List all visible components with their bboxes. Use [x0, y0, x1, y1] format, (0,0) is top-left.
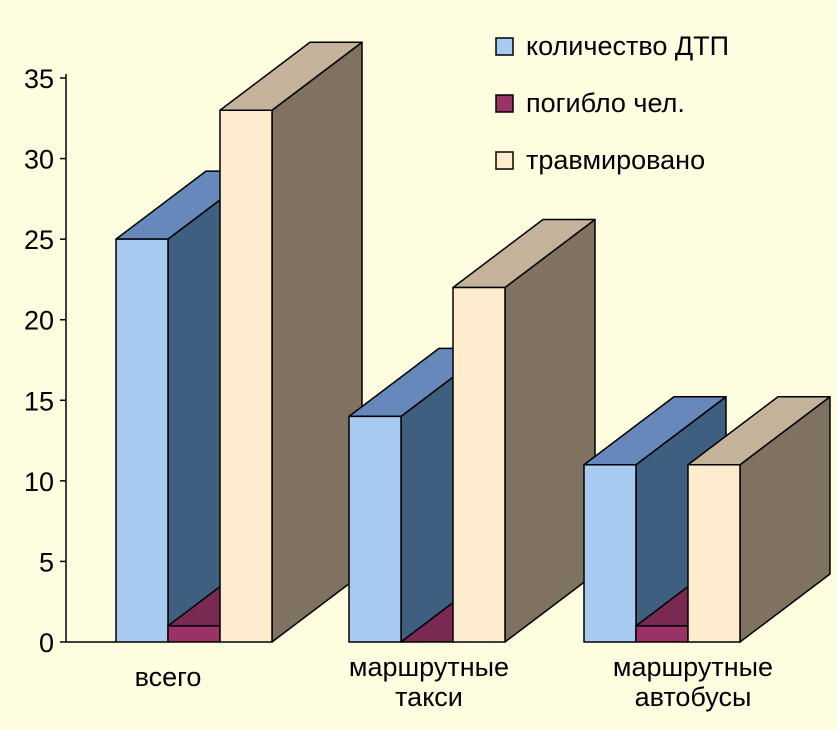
category-label: всего: [135, 662, 202, 692]
category-label: маршрутные: [349, 652, 509, 682]
bar-1-2: [452, 218, 596, 643]
legend-item: количество ДТП: [495, 31, 729, 61]
legend-item: травмировано: [495, 145, 705, 175]
category-label: такси: [395, 682, 463, 712]
legend-swatch: [495, 37, 514, 56]
y-axis: 0 5 10 15 20 25 30 35: [24, 64, 116, 658]
bar-front-face: [687, 463, 741, 643]
y-tick-label: 5: [39, 547, 54, 577]
bar-front-face: [583, 463, 637, 643]
bar-front-face: [348, 415, 402, 643]
bar-front-face: [219, 109, 273, 643]
y-tick-label: 35: [24, 64, 54, 94]
legend-label: погибло чел.: [526, 88, 685, 118]
y-tick-label: 20: [24, 306, 54, 336]
bar-front-face: [115, 238, 169, 643]
y-tick-label: 15: [24, 386, 54, 416]
legend-swatch: [495, 151, 514, 170]
bars-layer: [115, 41, 831, 643]
bar-front-face: [635, 625, 689, 643]
legend-swatch: [495, 94, 514, 113]
bar-2-2: [687, 395, 831, 643]
category-label: маршрутные: [613, 652, 773, 682]
y-tick-label: 10: [24, 467, 54, 497]
y-tick-label: 0: [39, 628, 54, 658]
y-tick-label: 30: [24, 145, 54, 175]
legend-label: количество ДТП: [526, 31, 729, 61]
category-label: автобусы: [635, 682, 752, 712]
bar-side-face: [504, 218, 596, 643]
legend: количество ДТП погибло чел. травмировано: [495, 31, 729, 175]
bar-0-2: [219, 41, 363, 643]
bar-front-face: [452, 286, 506, 643]
bar-front-face: [167, 625, 221, 643]
y-tick-label: 25: [24, 225, 54, 255]
legend-label: травмировано: [526, 145, 705, 175]
legend-item: погибло чел.: [495, 88, 685, 118]
